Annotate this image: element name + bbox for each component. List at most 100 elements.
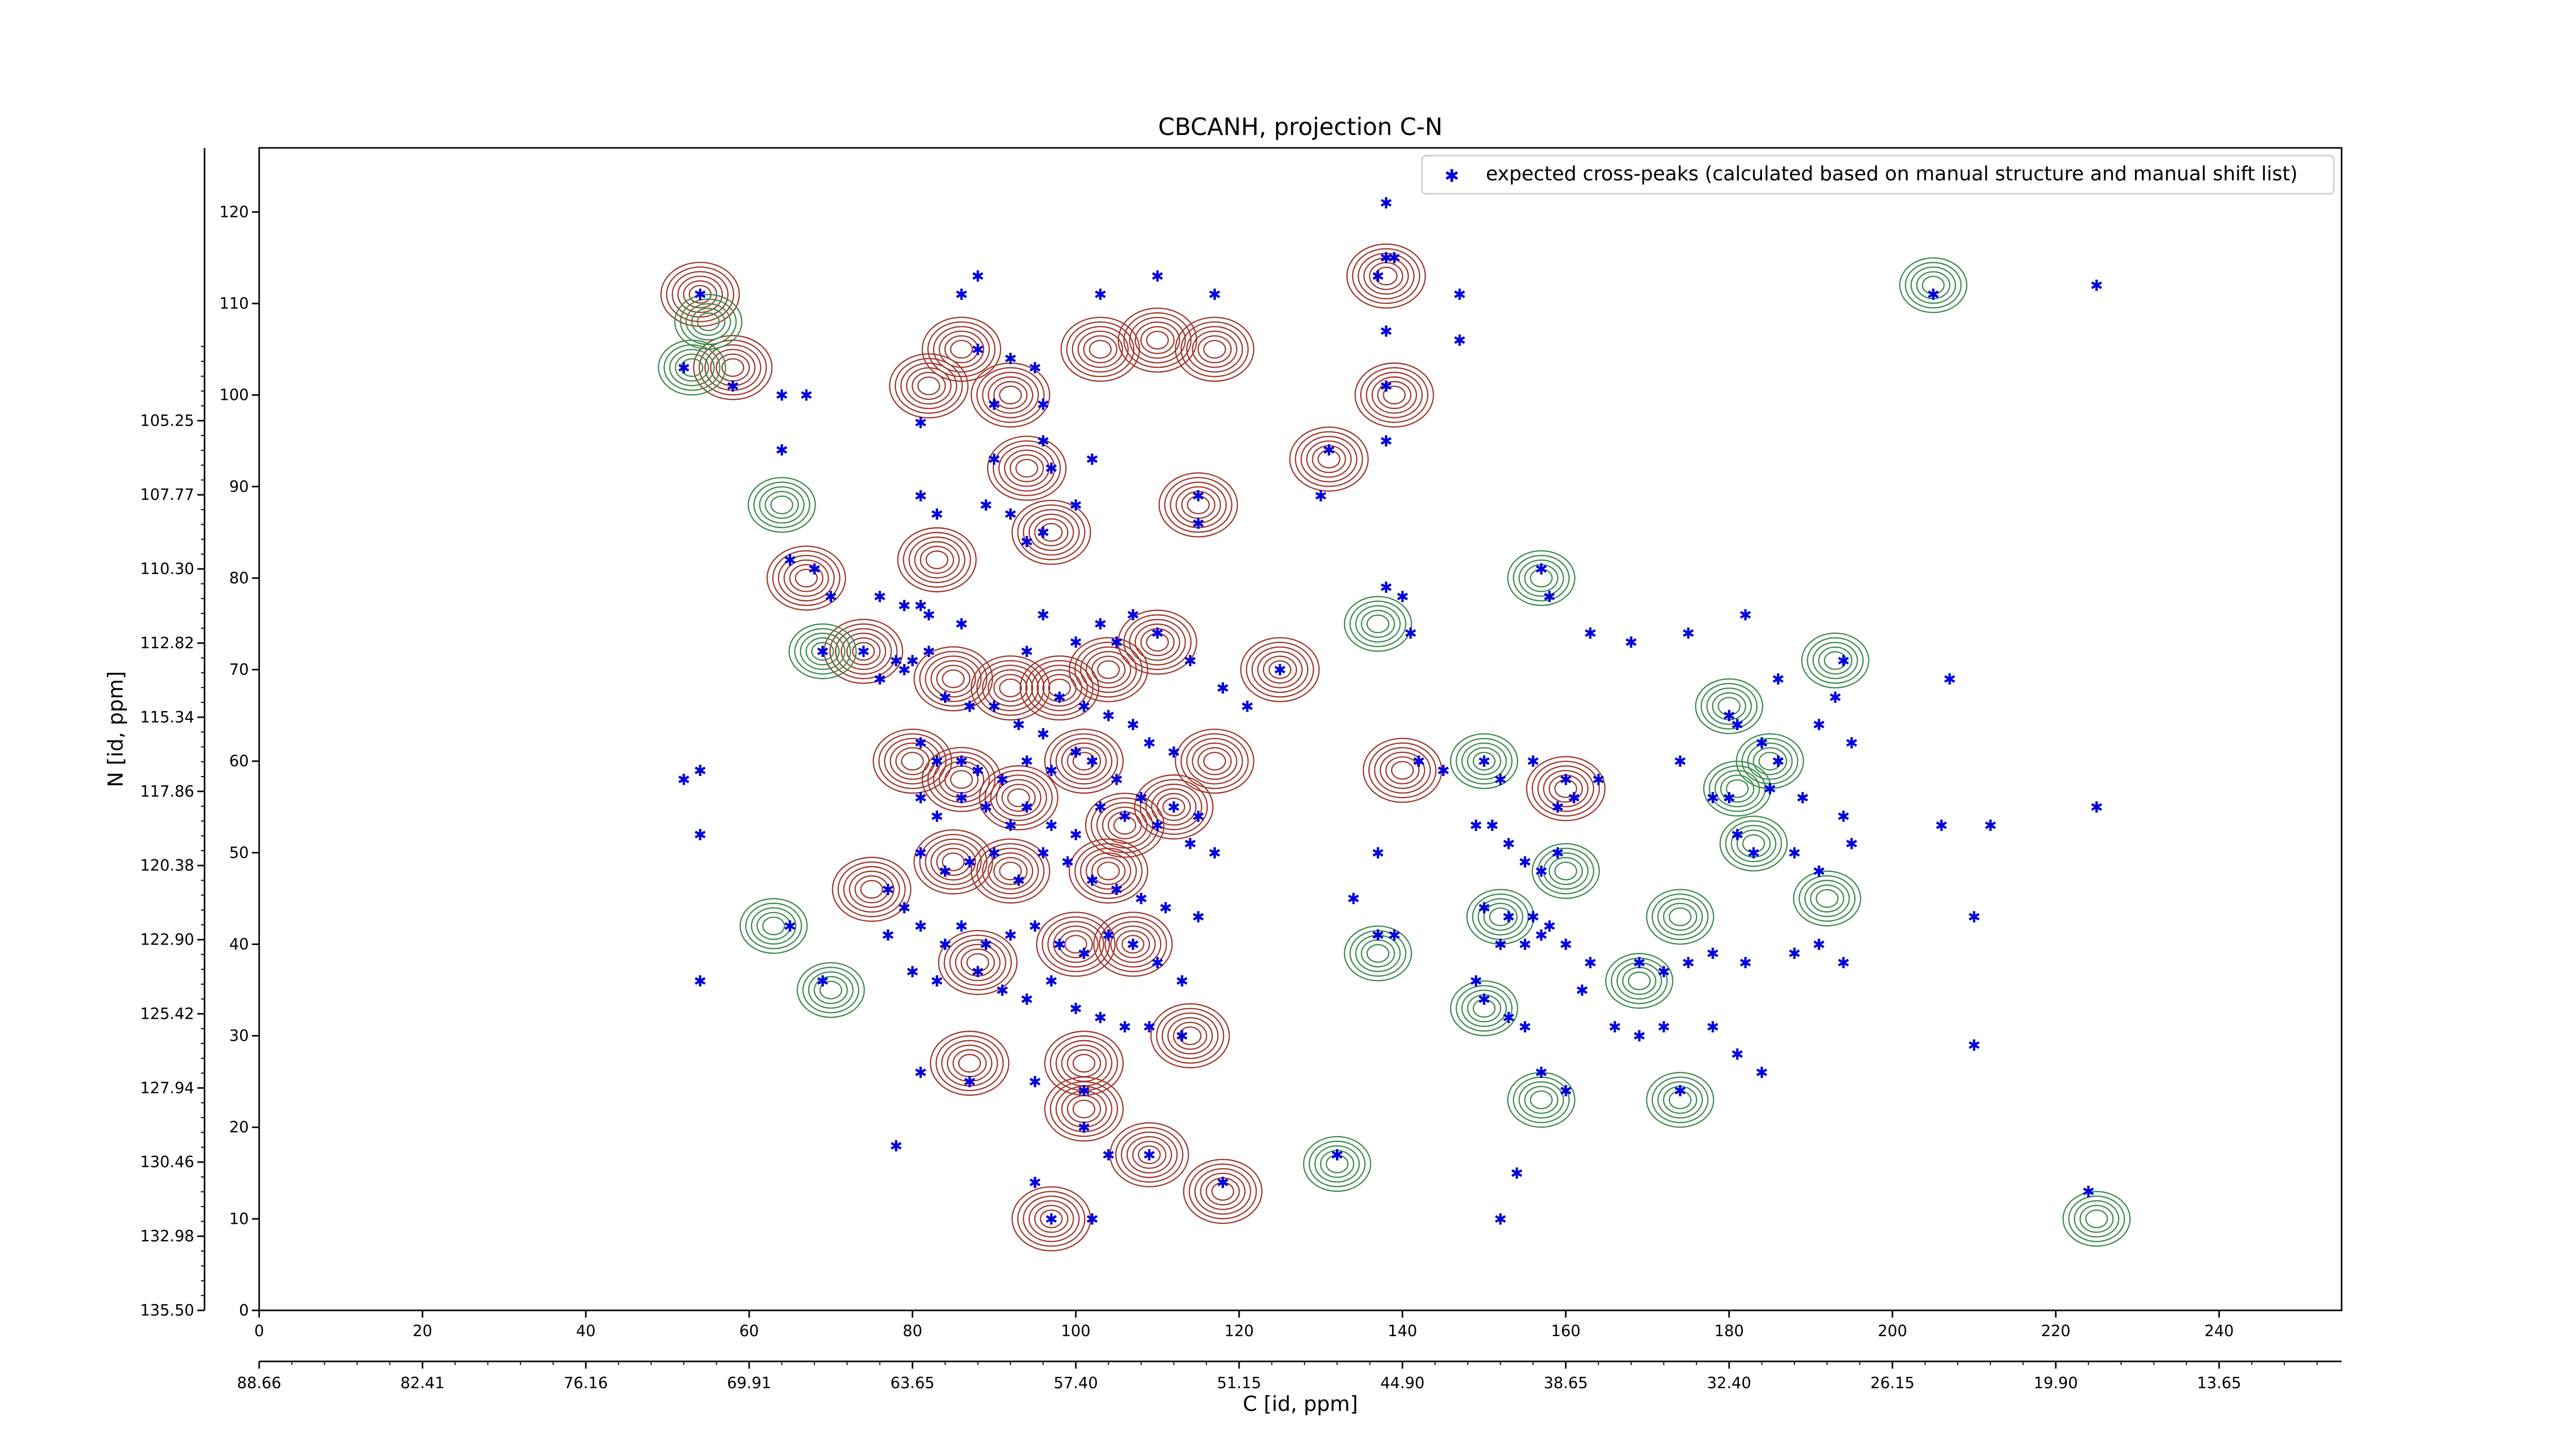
contour-ring [1714,770,1760,807]
peak-point: ✱ [677,771,690,789]
contour-ring [982,848,1039,895]
contour-ring [971,362,1050,428]
contour-ring [1810,884,1844,913]
contour-ring [1151,788,1197,826]
contour-ring [1366,614,1389,633]
contour-ring [1366,944,1389,963]
contour-ring [1317,449,1341,469]
peak-point: ✱ [1274,662,1286,680]
contour-ring [1055,737,1113,785]
peak-point: ✱ [890,652,903,670]
peak-point: ✱ [1110,634,1123,652]
contour-ring [1905,262,1962,309]
contour-ring [955,943,1001,982]
contour-ring [976,660,1045,716]
contour-ring [1126,1136,1172,1174]
contour-ring [1507,550,1575,606]
contour-ring [929,1031,1010,1096]
peak-point: ✱ [988,698,1001,716]
peak-point: ✱ [1331,1147,1344,1165]
contour-ring [1097,660,1120,679]
contour-ring [971,655,1050,721]
peak-point: ✱ [1086,753,1098,771]
legend-marker-icon: ✱ [1445,166,1460,187]
contour-ring [1187,495,1210,514]
contour-ring [1303,1136,1371,1192]
contour-ring [960,948,995,977]
contour-ring [1663,1086,1698,1114]
contour-ring [1109,1122,1189,1188]
peak-point: ✱ [1077,1119,1090,1137]
contour-ring [1694,678,1764,734]
peak-point: ✱ [996,982,1009,1000]
contour-ring [1072,751,1096,771]
peak-point: ✱ [1077,945,1090,963]
contour-ring [789,564,824,593]
contour-ring [794,628,851,675]
peak-point: ✱ [1371,927,1384,945]
contour-ring [1167,1017,1213,1055]
contour-ring [1074,642,1143,698]
y-tick-label: 100 [219,386,249,405]
contour-ring [925,838,982,885]
peak-point: ✱ [1012,716,1025,734]
contour-ring [1513,1076,1570,1123]
peak-point: ✱ [955,616,968,634]
contour-ring [1246,642,1314,698]
contour-ring [814,976,848,1004]
contour-ring [1352,248,1420,304]
contour-ring [958,1054,981,1073]
peak-point: ✱ [1584,625,1597,643]
peak-point: ✱ [1208,286,1221,304]
peak-point: ✱ [1551,845,1564,863]
contour-ring [913,646,993,712]
contour-ring [1793,870,1861,926]
peak-point: ✱ [1494,936,1507,954]
contour-ring [1478,898,1523,936]
contour-ring [1374,747,1431,794]
peak-point: ✱ [693,826,706,844]
contour-ring [1537,848,1595,895]
contour-ring [1061,1090,1107,1128]
legend-label: expected cross-peaks (calculated based o… [1486,162,2298,185]
peak-point: ✱ [898,597,911,615]
peak-point: ✱ [857,643,870,661]
peak-point: ✱ [693,286,706,304]
peak-point: ✱ [1412,753,1425,771]
contour-ring [933,756,990,803]
contour-ring [1300,435,1358,483]
contour-ring [1044,728,1124,794]
peak-point: ✱ [2082,1183,2095,1201]
peak-point: ✱ [1478,753,1490,771]
contour-ring [1472,751,1496,771]
contour-ring [1361,610,1395,638]
peak-point: ✱ [1469,973,1482,991]
peak-point: ✱ [1518,936,1531,954]
peak-point: ✱ [1535,561,1548,579]
contour-ring [1086,852,1131,890]
peak-point: ✱ [979,497,992,515]
contour-ring [1186,326,1243,373]
contour-ring [1554,862,1578,881]
peak-point: ✱ [693,973,706,991]
contour-ring [1007,788,1030,807]
peak-point: ✱ [1404,625,1417,643]
peak-point: ✱ [1110,771,1123,789]
contour-ring [1034,518,1069,547]
contour-ring [1289,426,1369,492]
contour-ring [751,907,796,945]
contour-ring [835,628,892,675]
contour-ring [1312,445,1346,474]
contour-ring [1804,880,1850,917]
contour-ring [1753,747,1787,776]
peak-point: ✱ [1070,826,1082,844]
contour-ring [1066,1094,1101,1123]
peak-point: ✱ [922,643,935,661]
contour-ring [908,536,965,583]
peak-point: ✱ [1674,753,1687,771]
contour-ring [966,953,990,972]
contour-ring [1268,660,1292,679]
peak-point: ✱ [1314,487,1327,506]
contour-ring [680,358,704,377]
contour-ring [1362,737,1443,803]
